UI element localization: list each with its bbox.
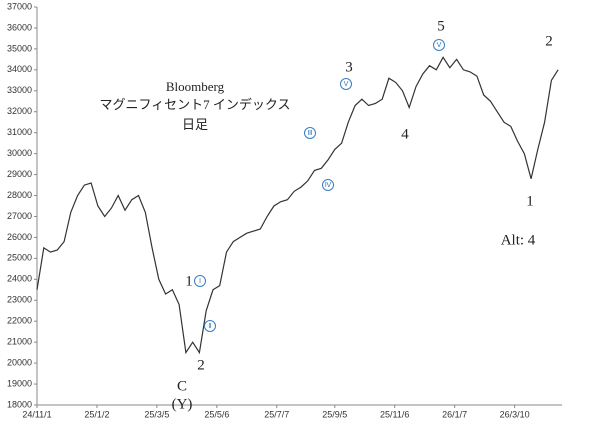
wave-label: Ⅰ bbox=[199, 277, 201, 285]
y-tick-label: 30000 bbox=[7, 148, 32, 158]
x-tick-label: 26/1/7 bbox=[442, 409, 467, 419]
title: Bloomberg マグニフィセント7 インデックス 日足 bbox=[99, 79, 290, 132]
x-tick-label: 25/11/6 bbox=[380, 409, 409, 419]
title-line: マグニフィセント7 インデックス bbox=[99, 97, 290, 112]
y-tick-label: 37000 bbox=[7, 1, 32, 11]
y-tick-label: 24000 bbox=[7, 274, 32, 284]
title-line: 日足 bbox=[182, 117, 208, 132]
y-tick-label: 36000 bbox=[7, 22, 32, 32]
wave-label: 1 bbox=[526, 193, 534, 209]
y-tick-label: 21000 bbox=[7, 337, 32, 347]
x-tick-label: 25/7/7 bbox=[264, 409, 289, 419]
y-tick-label: 35000 bbox=[7, 43, 32, 53]
wave-label: Ⅴ bbox=[437, 41, 442, 49]
x-tick-label: 25/5/6 bbox=[204, 409, 229, 419]
wave-label: 5 bbox=[437, 18, 445, 34]
circle-marker bbox=[340, 78, 352, 90]
y-tick-label: 27000 bbox=[7, 211, 32, 221]
wave-label: 4 bbox=[401, 126, 409, 142]
y-tick-label: 23000 bbox=[7, 295, 32, 305]
price-line bbox=[36, 56, 559, 355]
wave-label: C bbox=[177, 378, 187, 394]
wave-label: Alt: 4 bbox=[501, 232, 536, 248]
circle-marker bbox=[304, 127, 316, 139]
y-tick-label: 18000 bbox=[7, 399, 32, 409]
wave-label: 2 bbox=[545, 33, 553, 49]
circle-marker bbox=[322, 179, 334, 191]
y-tick-label: 29000 bbox=[7, 169, 32, 179]
y-tick-label: 20000 bbox=[7, 357, 32, 367]
y-tick-label: 28000 bbox=[7, 190, 32, 200]
wave-label: Ⅲ bbox=[308, 129, 313, 137]
x-tick-label: 24/11/1 bbox=[22, 409, 51, 419]
y-tick-label: 32000 bbox=[7, 106, 32, 116]
wave-label: 2 bbox=[197, 357, 205, 373]
x-tick-label: 25/9/5 bbox=[322, 409, 347, 419]
y-tick-label: 22000 bbox=[7, 316, 32, 326]
y-tick-label: 26000 bbox=[7, 232, 32, 242]
y-tick-label: 25000 bbox=[7, 253, 32, 263]
wave-label: 1 bbox=[185, 273, 193, 289]
circle-marker bbox=[194, 275, 206, 287]
y-tick-label: 31000 bbox=[7, 127, 32, 137]
y-tick-label: 33000 bbox=[7, 85, 32, 95]
y-tick-label: 19000 bbox=[7, 378, 32, 388]
wave-label: (Y) bbox=[172, 396, 193, 412]
x-tick-label: 25/1/2 bbox=[84, 409, 109, 419]
wave-label: 3 bbox=[345, 59, 353, 75]
circle-marker bbox=[204, 320, 216, 332]
wave-label: Ⅱ bbox=[208, 322, 211, 330]
x-tick-label: 26/3/10 bbox=[500, 409, 530, 419]
y-tick-label: 34000 bbox=[7, 64, 32, 74]
title-line: Bloomberg bbox=[166, 79, 225, 94]
wave-label: Ⅴ bbox=[344, 80, 349, 88]
wave-label: Ⅳ bbox=[325, 181, 332, 189]
circle-marker bbox=[433, 39, 445, 51]
x-tick-label: 25/3/5 bbox=[144, 409, 169, 419]
